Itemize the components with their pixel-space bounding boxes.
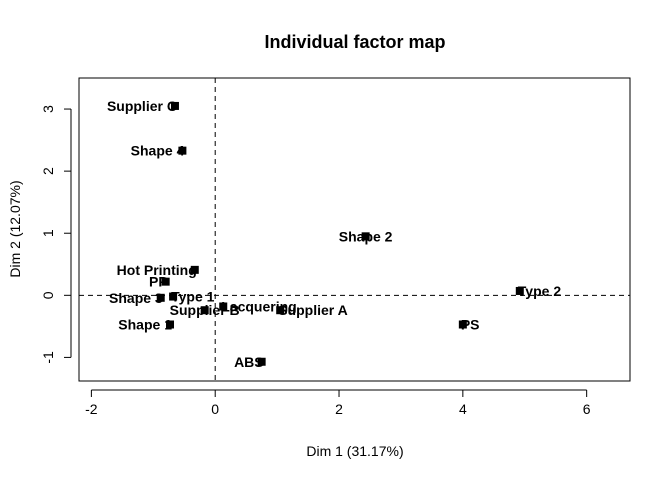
point-label: Shape 2 — [339, 228, 393, 244]
data-point — [166, 320, 175, 329]
data-point — [515, 286, 524, 295]
x-tick-label: -2 — [85, 401, 98, 417]
data-points — [156, 101, 524, 366]
point-label: PP — [149, 274, 168, 290]
data-point — [257, 357, 266, 366]
y-tick-label: 3 — [40, 105, 56, 113]
data-point — [156, 293, 165, 302]
data-point — [161, 277, 170, 286]
data-point — [276, 306, 285, 315]
point-label: Shape 3 — [109, 290, 163, 306]
point-label: Shape 1 — [118, 316, 172, 332]
y-axis: -1 0 1 2 3 — [40, 105, 72, 364]
x-axis-title: Dim 1 (31.17%) — [306, 443, 403, 459]
point-label: Shape 4 — [131, 143, 185, 159]
x-tick-label: 4 — [459, 401, 467, 417]
data-point — [200, 306, 209, 315]
y-tick-label: -1 — [40, 351, 56, 364]
point-label: Supplier C — [107, 98, 177, 114]
point-label: Type 1 — [171, 289, 215, 305]
x-tick-label: 0 — [211, 401, 219, 417]
y-tick-label: 2 — [40, 167, 56, 175]
point-label: Supplier A — [278, 302, 348, 318]
point-label: Supplier B — [170, 302, 240, 318]
y-axis-title: Dim 2 (12.07%) — [7, 180, 23, 277]
chart-title: Individual factor map — [264, 32, 445, 52]
data-point — [458, 320, 467, 329]
data-point — [219, 302, 228, 311]
point-label: Lacquering — [221, 298, 296, 314]
data-point — [170, 101, 179, 110]
x-axis: -2 0 2 4 6 — [85, 389, 591, 417]
data-point — [178, 146, 187, 155]
data-point — [190, 265, 199, 274]
data-point — [169, 292, 178, 301]
point-label: ABS — [234, 354, 264, 370]
plot-frame — [78, 77, 631, 382]
point-label: Hot Printing — [117, 262, 197, 278]
data-point — [361, 232, 370, 241]
y-tick-label: 1 — [40, 229, 56, 237]
x-tick-label: 2 — [335, 401, 343, 417]
point-label: Type 2 — [518, 283, 562, 299]
point-label: PS — [461, 316, 480, 332]
y-tick-label: 0 — [40, 291, 56, 299]
x-tick-label: 6 — [583, 401, 591, 417]
